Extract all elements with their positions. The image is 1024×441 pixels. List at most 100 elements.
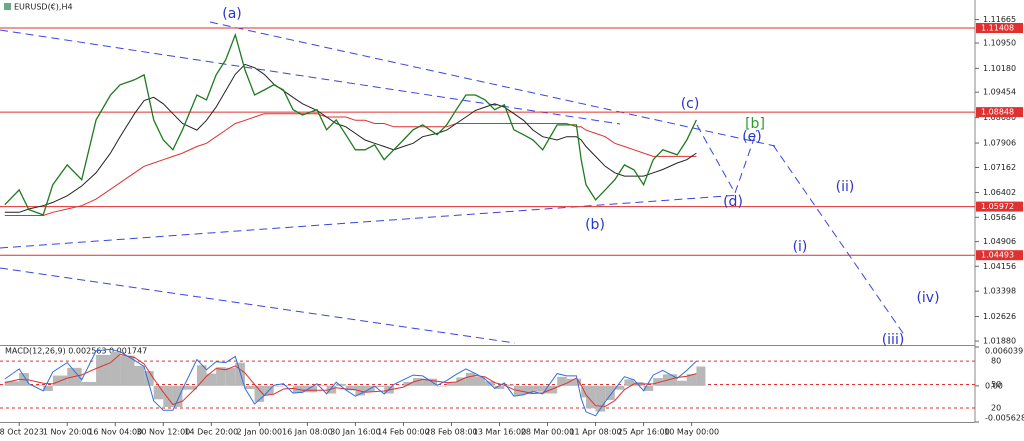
- x-tick-label: 30 Jan 16:00: [330, 428, 381, 437]
- y-tick-label: 0.006039: [985, 347, 1023, 356]
- y-tick-label: 1.01880: [983, 337, 1016, 346]
- y2-tick-label: 20: [991, 403, 1001, 412]
- histogram-bar: [302, 385, 317, 393]
- histogram-bar: [523, 385, 534, 395]
- histogram-bar: [254, 385, 265, 402]
- histogram-bar: [120, 355, 135, 386]
- wave-label: (d): [723, 194, 743, 210]
- y-tick-label: 1.11665: [983, 15, 1016, 24]
- x-tick-label: 18 Oct 2023: [0, 428, 44, 437]
- wave-label: (iii): [882, 332, 905, 348]
- histogram-bar: [134, 365, 145, 386]
- histogram-bar: [403, 381, 414, 386]
- wave-label: (e): [742, 129, 762, 145]
- x-tick-label: 2 Jan 00:00: [237, 428, 283, 437]
- wave-label: (i): [793, 239, 808, 255]
- histogram-bar: [216, 367, 226, 386]
- moving-average: [4, 63, 697, 213]
- y-tick-label: 1.10180: [983, 64, 1016, 73]
- histogram-bar: [172, 385, 183, 408]
- histogram-bar: [96, 354, 111, 386]
- level-label: 1.08848: [981, 108, 1014, 117]
- x-tick-label: 1 Nov 20:00: [43, 428, 92, 437]
- x-tick-label: 13 Mar 16:00: [473, 428, 526, 437]
- histogram-bar: [336, 383, 346, 386]
- histogram-bar: [43, 385, 53, 391]
- histogram-bar: [653, 378, 663, 386]
- macd-title: MACD(12,26,9) 0.002563 0.001747: [5, 347, 147, 356]
- x-tick-label: 14 Feb 00:00: [377, 428, 429, 437]
- histogram-bar: [696, 366, 706, 386]
- histogram-bar: [4, 381, 20, 386]
- histogram-bar: [153, 385, 164, 400]
- histogram-bar: [374, 385, 385, 388]
- trend-line: [209, 21, 776, 147]
- histogram-bar: [273, 385, 284, 387]
- x-tick-label: 11 Apr 08:00: [569, 428, 621, 437]
- y-tick-label: 1.02626: [983, 312, 1016, 321]
- y-tick-label: 1.07906: [983, 139, 1016, 148]
- level-label-box: [976, 201, 1023, 212]
- histogram-bar: [595, 385, 606, 412]
- y-tick-label: 1.05646: [983, 213, 1016, 222]
- wave-label: [b]: [745, 116, 765, 132]
- histogram-bar: [456, 377, 466, 386]
- wave-label: (a): [222, 6, 242, 22]
- histogram-bar: [614, 385, 625, 390]
- histogram-bar: [504, 384, 514, 386]
- histogram-bar: [475, 376, 486, 386]
- y-tick-label: 1.09454: [983, 88, 1016, 97]
- histogram-bar: [182, 385, 197, 390]
- histogram-bar: [316, 385, 327, 386]
- level-label: 1.04493: [981, 251, 1014, 260]
- histogram-bar: [581, 385, 586, 398]
- histogram-bar: [643, 385, 654, 391]
- histogram-bar: [557, 376, 567, 386]
- histogram-bar: [422, 378, 438, 386]
- price-line: [4, 32, 697, 216]
- histogram-bar: [163, 385, 173, 408]
- wave-label: (b): [585, 217, 605, 233]
- histogram-bar: [206, 373, 217, 386]
- histogram-bar: [585, 385, 596, 409]
- y-tick-label: 1.06402: [983, 188, 1016, 197]
- level-label-box: [976, 250, 1023, 261]
- y-tick-label: 1.08680: [983, 113, 1016, 122]
- x-tick-label: 28 Mar 00:00: [521, 428, 574, 437]
- signal-line: [4, 353, 697, 407]
- histogram-bar: [283, 385, 293, 386]
- x-tick-label: 28 Feb 08:00: [425, 428, 477, 437]
- wave-label: (c): [681, 96, 700, 112]
- y-tick-label: 1.10950: [983, 39, 1016, 48]
- y-tick-label: 1.04156: [983, 262, 1016, 271]
- histogram-bar: [235, 362, 245, 386]
- y2-tick-label: 50: [991, 380, 1001, 389]
- trend-line: [0, 29, 621, 125]
- oscillator-line: [4, 348, 697, 417]
- histogram-bar: [81, 381, 97, 386]
- histogram-bar: [413, 378, 423, 386]
- level-label-box: [976, 22, 1023, 33]
- wave-label: (iv): [916, 290, 939, 306]
- histogram-bar: [244, 385, 255, 390]
- level-label: 1.05972: [981, 202, 1014, 211]
- y2-tick-label: 80: [991, 357, 1001, 366]
- chart-title: EURUSD(€),H4: [14, 3, 73, 12]
- histogram-bar: [662, 374, 678, 386]
- histogram-bar: [446, 382, 457, 386]
- histogram-bar: [624, 379, 634, 386]
- x-tick-label: 25 Apr 16:00: [618, 428, 670, 437]
- trend-lines: [0, 21, 906, 344]
- histogram-bar: [28, 385, 44, 386]
- histogram-bar: [677, 380, 687, 386]
- moving-average: [4, 113, 697, 216]
- y-tick-label: 1.04906: [983, 237, 1016, 246]
- y-tick-label: 1.03398: [983, 287, 1016, 296]
- x-tick-label: 30 Nov 12:00: [136, 428, 190, 437]
- histogram-bar: [566, 378, 577, 386]
- level-label: 1.11408: [981, 23, 1014, 32]
- wave-label: (ii): [836, 179, 855, 195]
- histogram-bar: [110, 351, 121, 386]
